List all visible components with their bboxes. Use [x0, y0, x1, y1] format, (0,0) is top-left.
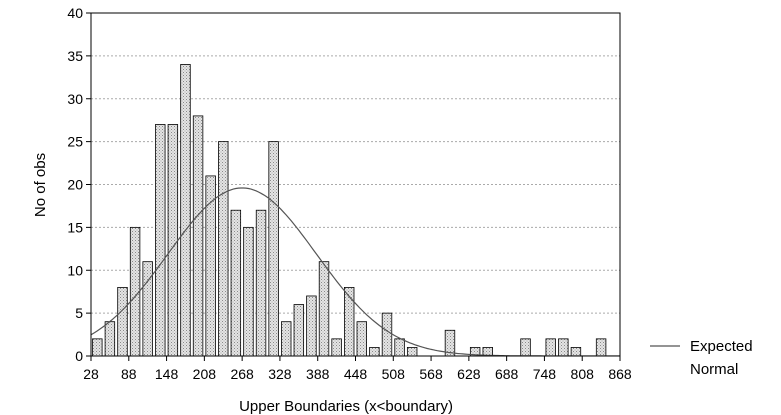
histogram-bar [406, 347, 418, 357]
x-tick-label: 568 [419, 366, 443, 382]
histogram-bar [306, 295, 317, 357]
x-tick-label: 208 [193, 366, 217, 382]
y-tick-label: 40 [67, 5, 83, 21]
histogram-bar [520, 338, 531, 357]
histogram-bar [155, 124, 166, 357]
histogram-bar [369, 347, 380, 357]
x-tick-label: 808 [571, 366, 595, 382]
x-axis: 28 88 148 208 268 328 388 448 508 568 628 688 748 808… [83, 356, 632, 382]
histogram-bar [104, 321, 116, 357]
histogram-bar [595, 338, 607, 357]
x-tick-label: 688 [495, 366, 519, 382]
y-tick-label: 15 [67, 219, 83, 235]
x-tick-label: 508 [382, 366, 406, 382]
legend-label-line2: Normal [690, 361, 738, 378]
x-tick-label: 628 [457, 366, 481, 382]
histogram-bar [218, 141, 229, 357]
histogram-bar [243, 226, 254, 357]
histogram-bar [92, 338, 103, 357]
x-tick-label: 268 [230, 366, 254, 382]
y-axis-title: No of obs [32, 153, 49, 217]
histogram-bar [281, 321, 292, 357]
histogram-bar [356, 321, 367, 357]
y-tick-label: 35 [67, 48, 83, 64]
x-tick-label: 328 [268, 366, 292, 382]
y-tick-label: 0 [75, 348, 83, 364]
bars [92, 64, 607, 357]
histogram-bar [117, 286, 128, 357]
histogram-bar [167, 124, 179, 357]
histogram-bar [192, 115, 204, 357]
y-tick-label: 30 [67, 91, 83, 107]
grid-lines [91, 55, 620, 314]
y-tick-label: 25 [67, 134, 83, 150]
x-tick-label: 148 [155, 366, 179, 382]
y-tick-label: 20 [67, 177, 83, 193]
histogram-bar [255, 209, 267, 357]
histogram-bar [180, 64, 191, 357]
legend-label-line1: Expected [690, 338, 753, 355]
x-axis-title: Upper Boundaries (x<boundary) [239, 398, 453, 415]
y-tick-label: 10 [67, 262, 83, 278]
x-tick-label: 448 [344, 366, 368, 382]
y-axis: 0 5 10 15 20 25 30 35 40 [67, 5, 91, 364]
histogram-bar [344, 286, 355, 357]
x-tick-label: 28 [83, 366, 99, 382]
histogram-bar [230, 209, 242, 357]
histogram-bar [558, 338, 569, 357]
histogram-bar [570, 347, 582, 357]
expected-normal-curve [91, 187, 620, 356]
x-tick-label: 88 [121, 366, 137, 382]
histogram-bar [545, 338, 556, 357]
x-tick-label: 748 [533, 366, 557, 382]
legend: Expected Normal [650, 338, 753, 378]
histogram-bar [268, 141, 279, 357]
histogram-bar [394, 338, 405, 357]
y-tick-label: 5 [75, 305, 83, 321]
x-tick-label: 388 [306, 366, 330, 382]
histogram-bar [293, 304, 305, 357]
histogram-bar [381, 312, 393, 357]
x-tick-label: 868 [608, 366, 632, 382]
histogram-bar [318, 261, 330, 357]
histogram-bar [331, 338, 342, 357]
